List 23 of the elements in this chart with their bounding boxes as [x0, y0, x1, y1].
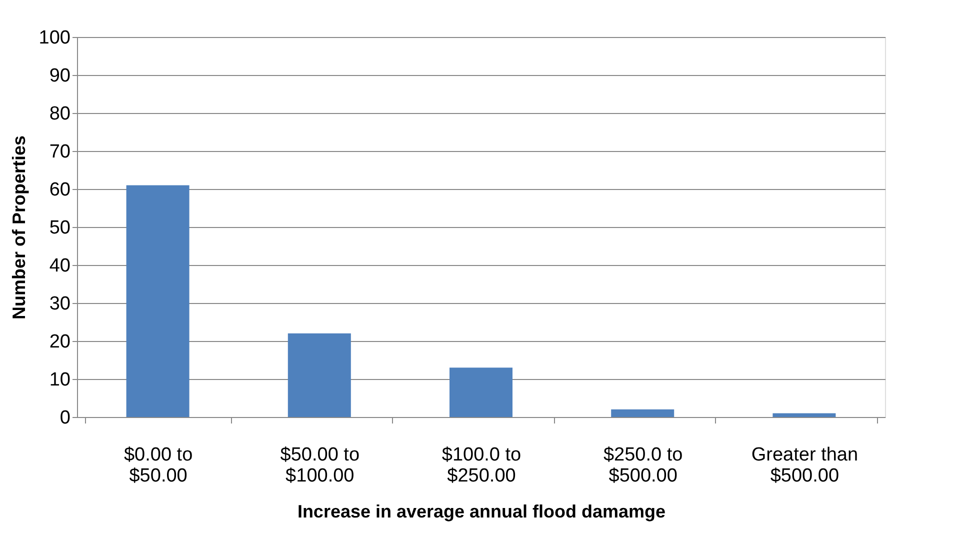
y-tick-label: 40 [49, 256, 70, 276]
bar [772, 413, 836, 417]
x-tick-label: Greater than $500.00 [751, 444, 858, 486]
x-tick-label: $100.0 to $250.00 [442, 444, 522, 486]
bar [288, 333, 351, 417]
y-tick-label: 70 [49, 142, 70, 162]
y-tick-label: 100 [38, 28, 70, 48]
bar [611, 409, 674, 417]
y-tick-label: 50 [49, 218, 70, 238]
x-tick-label: $250.0 to $500.00 [603, 444, 683, 486]
y-tick-label: 0 [60, 408, 70, 428]
bar [126, 185, 190, 417]
y-axis-title: Number of Properties [8, 135, 29, 320]
y-tick-label: 30 [49, 294, 70, 314]
y-tick-label: 60 [49, 180, 70, 200]
x-axis-title: Increase in average annual flood damamge [297, 502, 666, 522]
y-tick-label: 10 [49, 370, 70, 390]
y-tick-label: 20 [49, 332, 70, 352]
x-tick-label: $50.00 to $100.00 [280, 444, 360, 486]
y-tick-label: 80 [49, 104, 70, 124]
bar [450, 368, 512, 417]
x-tick-label: $0.00 to $50.00 [124, 444, 193, 486]
y-tick-label: 90 [49, 66, 70, 86]
